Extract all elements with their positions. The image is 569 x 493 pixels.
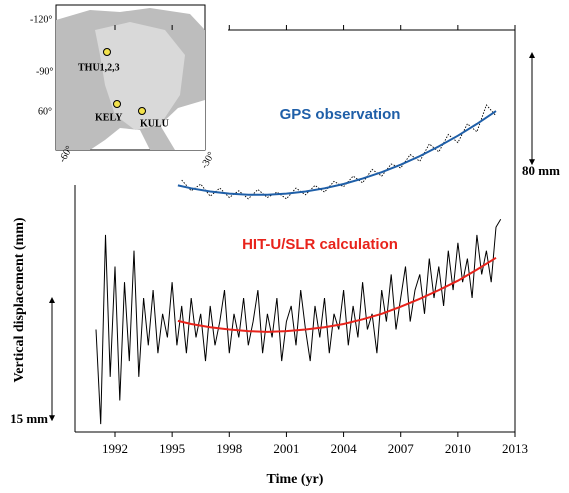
station-marker [113, 100, 121, 108]
graticule-label: -120° [30, 14, 52, 25]
x-tick-label: 1992 [102, 441, 128, 456]
series-title: GPS observation [280, 106, 401, 123]
x-tick-label: 2010 [445, 441, 471, 456]
x-tick-label: 2001 [273, 441, 299, 456]
station-label: KULU [140, 118, 169, 129]
x-tick-label: 2013 [502, 441, 528, 456]
series-line [177, 256, 497, 333]
inset-map: THU1,2,3 KELY KULU -120° -90° 60° -60° -… [30, 4, 217, 171]
series-line [177, 110, 497, 196]
graticule-label: 60° [38, 106, 52, 117]
station-label: KELY [95, 112, 123, 123]
x-tick-label: 2004 [331, 441, 358, 456]
scale-bar-label: 15 mm [10, 411, 48, 426]
graticule-label: -90° [36, 66, 53, 77]
station-label: THU1,2,3 [78, 62, 120, 73]
x-tick-label: 2007 [388, 441, 415, 456]
y-axis-label: Vertical displacement (mm) [12, 217, 27, 382]
station-marker [138, 107, 146, 115]
series-title: HIT-U/SLR calculation [242, 236, 398, 253]
scale-bar-label: 80 mm [522, 163, 560, 178]
station-marker [103, 48, 111, 56]
x-tick-label: 1998 [216, 441, 242, 456]
sea [160, 100, 205, 150]
series-line [95, 218, 502, 425]
x-tick-label: 1995 [159, 441, 185, 456]
x-axis-label: Time (yr) [267, 472, 324, 487]
graticule-label: -30° [199, 150, 217, 171]
